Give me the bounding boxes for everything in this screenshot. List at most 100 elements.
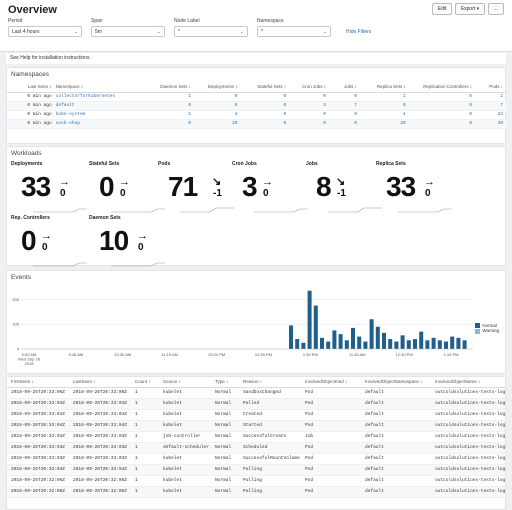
event-bar[interactable] (462, 340, 467, 349)
ns-table-row[interactable]: 0 min ago collectorforkubernetes 1 0 0 0 0 1 0 2 (7, 92, 507, 102)
ns-table-row[interactable]: 0 min ago kube-system 1 4 0 0 0 4 0 23 (7, 110, 507, 120)
kpi-label: Pods (158, 161, 171, 167)
event-column-header[interactable]: Count ↕ (131, 377, 159, 388)
period-select[interactable]: Last 4 hours ⌄ (8, 26, 82, 37)
kpi-tile[interactable]: Daemon Sets 10 → 0 (89, 215, 169, 271)
event-table-row[interactable]: 2018-09-26T20:32:06Z 2018-09-26T20:32:06Z… (7, 475, 505, 487)
kpi-tile[interactable]: Jobs 8 ↘ -1 (306, 161, 386, 217)
event-bar[interactable] (425, 340, 430, 349)
event-bar[interactable] (289, 325, 293, 349)
ns-column-header[interactable]: Daemon Sets ↕ (144, 82, 196, 93)
ns-cell[interactable]: sock-shop (55, 119, 145, 129)
event-column-header[interactable]: InvolvedObjectName ↕ (431, 377, 505, 388)
event-bar[interactable] (382, 332, 386, 349)
x-tick-label: 10:30 AM (114, 352, 131, 357)
kpi-tile[interactable]: Replica Sets 33 → 0 (376, 161, 456, 217)
event-table-row[interactable]: 2018-09-26T20:33:04Z 2018-09-26T20:33:04Z… (7, 398, 505, 410)
hide-filters-link[interactable]: Hide Filters (346, 29, 372, 35)
event-table-row[interactable]: 2018-09-26T20:32:06Z 2018-09-26T20:32:06Z… (7, 486, 505, 498)
kpi-tile[interactable]: Stateful Sets 0 → 0 (89, 161, 169, 217)
ns-column-header[interactable]: Deployments ↕ (195, 82, 242, 93)
event-bar[interactable] (313, 305, 318, 349)
event-column-header[interactable]: LastSeen ↕ (69, 377, 131, 388)
event-cell: 1 (131, 409, 159, 421)
event-table-row[interactable]: 2018-09-26T20:33:06Z 2018-09-26T20:33:06Z… (7, 387, 505, 399)
event-column-header[interactable]: Reason ↕ (239, 377, 301, 388)
event-bar[interactable] (431, 337, 436, 349)
more-button[interactable]: ... (488, 3, 504, 15)
event-table-row[interactable]: 2018-09-26T20:33:04Z 2018-09-26T20:33:04Z… (7, 409, 505, 421)
edit-button[interactable]: Edit (432, 3, 452, 15)
event-cell: 1 (131, 486, 159, 498)
event-bar[interactable] (437, 340, 442, 349)
kpi-tile[interactable]: Rep. Controllers 0 → 0 (11, 215, 91, 271)
event-cell: kubelet (159, 475, 211, 487)
export-button[interactable]: Export ▾ (455, 3, 485, 15)
event-bar[interactable] (326, 341, 331, 349)
event-table-row[interactable]: 2018-09-26T20:33:04Z 2018-09-26T20:33:04Z… (7, 420, 505, 432)
event-bar[interactable] (295, 339, 300, 349)
event-column-header[interactable]: FirstSeen ↕ (7, 377, 69, 388)
event-bar[interactable] (301, 342, 306, 349)
span-select[interactable]: 5m ⌄ (91, 26, 165, 37)
ns-cell: 29 (195, 119, 242, 129)
event-bar[interactable] (419, 331, 424, 349)
event-table-row[interactable]: 2018-09-26T20:33:03Z 2018-09-26T20:33:03Z… (7, 431, 505, 443)
event-table-row[interactable]: 2018-09-26T20:33:03Z 2018-09-26T20:33:03Z… (7, 453, 505, 465)
legend-label-normal: Normal (482, 323, 497, 328)
event-bar[interactable] (444, 341, 448, 349)
event-cell: 2018-09-26T20:33:04Z (69, 420, 131, 432)
kpi-tile[interactable]: Pods 71 ↘ -1 (158, 161, 238, 217)
event-table-row[interactable]: 2018-09-26T20:33:03Z 2018-09-26T20:33:03Z… (7, 442, 505, 454)
event-bar[interactable] (375, 326, 380, 349)
kpi-delta: 0 (263, 188, 269, 199)
event-bar[interactable] (332, 330, 337, 349)
event-column-header[interactable]: Type ↕ (211, 377, 239, 388)
ns-column-header[interactable]: Pods ↕ (475, 82, 507, 93)
event-bar[interactable] (413, 339, 417, 349)
ns-column-header[interactable]: Last Seen ↕ (7, 82, 56, 93)
ns-column-header[interactable]: Replica Sets ↕ (360, 82, 410, 93)
kpi-tile[interactable]: Deployments 33 → 0 (11, 161, 91, 217)
event-bar[interactable] (338, 334, 343, 349)
ns-cell[interactable]: default (55, 101, 145, 111)
ns-column-header[interactable]: Namespace ↕ (55, 82, 145, 93)
node-label-select[interactable]: * ⌄ (174, 26, 248, 37)
event-bar[interactable] (406, 340, 411, 349)
ns-column-header[interactable]: Jobs ↕ (329, 82, 361, 93)
ns-cell[interactable]: collectorforkubernetes (55, 92, 145, 102)
ns-table-row[interactable]: 0 min ago default 0 0 0 3 7 0 0 7 (7, 101, 507, 111)
event-bar[interactable] (394, 341, 399, 349)
ns-table-row[interactable]: 0 min ago sock-shop 0 29 0 0 0 29 0 39 (7, 119, 507, 129)
kpi-value: 0 (21, 225, 37, 256)
event-bar[interactable] (400, 335, 405, 349)
event-bar[interactable] (307, 290, 312, 349)
event-bar[interactable] (363, 341, 368, 349)
event-bar[interactable] (357, 336, 362, 349)
namespace-select[interactable]: * ⌄ (257, 26, 331, 37)
event-bar[interactable] (456, 337, 461, 349)
event-column-header[interactable]: Source ↕ (159, 377, 211, 388)
ns-column-header[interactable]: Replication Controllers ↕ (409, 82, 476, 93)
event-bar[interactable] (369, 319, 374, 349)
ns-column-header[interactable]: Cron Jobs ↕ (290, 82, 330, 93)
event-column-header[interactable]: InvolvedObjectKind ↕ (301, 377, 361, 388)
ns-cell[interactable]: kube-system (55, 110, 145, 120)
event-bar[interactable] (320, 337, 324, 349)
event-cell: outcoldsolutions-tests-log-gen (431, 442, 505, 454)
node-label-select-value: * (178, 29, 180, 35)
event-table-row[interactable]: 2018-09-26T20:33:04Z 2018-09-26T20:33:04Z… (7, 464, 505, 476)
event-cell: SuccessfulMountVolume (239, 453, 301, 465)
event-bar[interactable] (388, 339, 393, 349)
event-bar[interactable] (344, 340, 349, 349)
ns-cell: 39 (475, 119, 507, 129)
event-bar[interactable] (450, 336, 455, 349)
event-bar[interactable] (351, 327, 355, 349)
legend-item-warning[interactable]: Warning (475, 328, 499, 334)
legend-item-normal[interactable]: Normal (475, 323, 499, 329)
ns-column-header[interactable]: Stateful Sets ↕ (241, 82, 291, 93)
event-cell: Normal (211, 464, 239, 476)
event-column-header[interactable]: InvolvedObjectNamespace ↕ (361, 377, 431, 388)
workloads-panel: Workloads Deployments 33 → 0 Stateful Sets 0 →… (6, 146, 506, 267)
kpi-tile[interactable]: Cron Jobs 3 → 0 (232, 161, 312, 217)
